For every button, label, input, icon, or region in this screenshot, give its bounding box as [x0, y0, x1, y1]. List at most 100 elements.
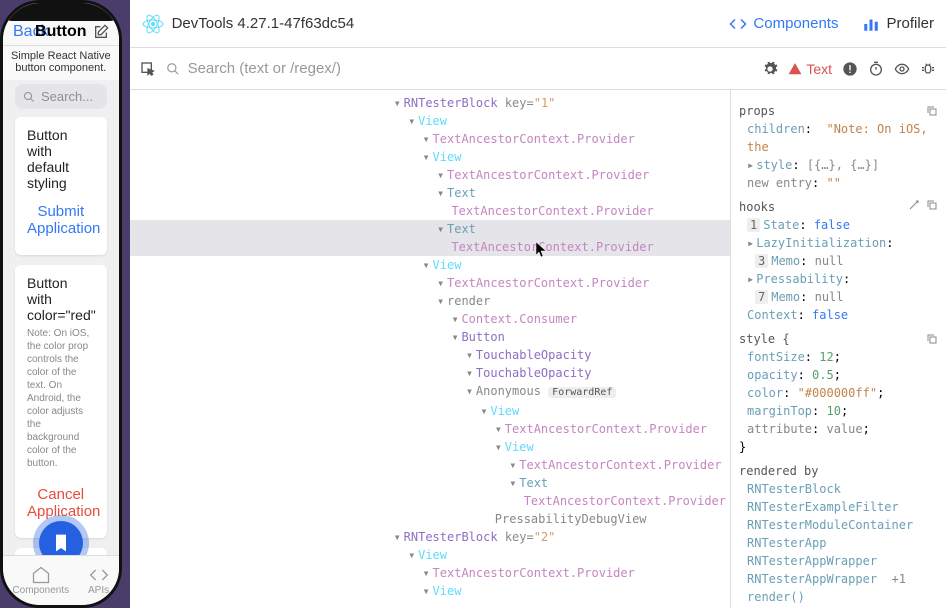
- components-icon: [729, 15, 747, 33]
- card-title: Button with color="red": [27, 275, 95, 323]
- devtools-title: DevTools 4.27.1-47f63dc54: [172, 15, 722, 32]
- phone-simulator: Back Button Simple React Native button c…: [0, 0, 122, 608]
- edit-icon[interactable]: [93, 24, 109, 40]
- bug-icon[interactable]: [920, 61, 936, 77]
- tab-label: Components: [12, 585, 69, 596]
- hook-row: ▸Pressability:: [739, 270, 938, 288]
- hook-row: 7Memo: null: [739, 288, 938, 306]
- tree-node[interactable]: ▾TextAncestorContext.Provider: [130, 564, 730, 582]
- tree-node[interactable]: PressabilityDebugView: [130, 510, 730, 528]
- card-red: Button with color="red" Note: On iOS, th…: [15, 265, 107, 538]
- rendered-item[interactable]: RNTesterBlock: [739, 480, 938, 498]
- style-row: fontSize: 12;: [739, 348, 938, 366]
- profiler-icon: [862, 15, 880, 33]
- page-title: Button: [35, 23, 87, 41]
- copy-icon[interactable]: [926, 333, 938, 345]
- prop-row: new entry: "": [739, 174, 938, 192]
- hooks-header: hooks: [739, 198, 938, 216]
- tree-node[interactable]: ▾Button: [130, 328, 730, 346]
- hook-row: Context: false: [739, 306, 938, 324]
- tree-node[interactable]: ▾TextAncestorContext.Provider: [130, 274, 730, 292]
- tree-node[interactable]: ▾Anonymous ForwardRef: [130, 382, 730, 402]
- rendered-item[interactable]: RNTesterModuleContainer: [739, 516, 938, 534]
- panel-icons: [842, 61, 936, 77]
- tab-label: Profiler: [886, 15, 934, 32]
- tab-components[interactable]: Components: [12, 565, 69, 596]
- tree-node[interactable]: ▾RNTesterBlock key="1": [130, 94, 730, 112]
- tree-node[interactable]: ▾View: [130, 402, 730, 420]
- tree-node[interactable]: ▾Text: [130, 184, 730, 202]
- style-header: style {: [739, 330, 938, 348]
- phone-notch: [0, 3, 122, 21]
- warning-label: Text: [806, 61, 832, 77]
- component-tree[interactable]: ▾RNTesterBlock key="1" ▾View ▾TextAncest…: [130, 90, 730, 608]
- devtools-toolbar: Search (text or /regex/) Text: [130, 48, 946, 90]
- hook-row: 1State: false: [739, 216, 938, 234]
- rendered-item[interactable]: render(): [739, 588, 938, 606]
- tree-node[interactable]: ▾RNTesterBlock key="2": [130, 528, 730, 546]
- eye-icon[interactable]: [894, 61, 910, 77]
- wand-icon[interactable]: [908, 199, 920, 211]
- error-icon[interactable]: [842, 61, 858, 77]
- prop-row: ▸style: [{…}, {…}]: [739, 156, 938, 174]
- tab-components[interactable]: Components: [729, 15, 838, 33]
- hook-row: ▸LazyInitialization:: [739, 234, 938, 252]
- tree-node[interactable]: ▾TextAncestorContext.Provider: [130, 166, 730, 184]
- tree-node[interactable]: ▾TouchableOpacity: [130, 346, 730, 364]
- card-title: Button with default styling: [27, 127, 95, 191]
- tree-node[interactable]: ▾Text: [130, 474, 730, 492]
- devtools-search[interactable]: Search (text or /regex/): [166, 60, 753, 77]
- prop-row: children: "Note: On iOS, the: [739, 120, 938, 156]
- card-note: Note: On iOS, the color prop controls th…: [27, 327, 95, 470]
- tree-node[interactable]: ▾View: [130, 112, 730, 130]
- search-icon: [23, 91, 35, 103]
- tree-node[interactable]: TextAncestorContext.Provider: [130, 202, 730, 220]
- copy-icon[interactable]: [926, 199, 938, 211]
- warning-badge[interactable]: Text: [788, 61, 832, 77]
- copy-icon[interactable]: [926, 105, 938, 117]
- tree-node[interactable]: TextAncestorContext.Provider: [130, 492, 730, 510]
- rendered-item[interactable]: RNTesterAppWrapper: [739, 552, 938, 570]
- tab-profiler[interactable]: Profiler: [862, 15, 934, 33]
- tree-node[interactable]: TextAncestorContext.Provider: [130, 238, 730, 256]
- rendered-item[interactable]: RNTesterAppWrapper +1: [739, 570, 938, 588]
- page-subtitle: Simple React Native button component.: [3, 46, 119, 80]
- tree-node[interactable]: ▾View: [130, 256, 730, 274]
- tree-node[interactable]: ▾View: [130, 148, 730, 166]
- rendered-item[interactable]: RNTesterApp: [739, 534, 938, 552]
- timer-icon[interactable]: [868, 61, 884, 77]
- tree-node[interactable]: ▾TextAncestorContext.Provider: [130, 420, 730, 438]
- props-header: props: [739, 102, 938, 120]
- rendered-header: rendered by: [739, 462, 938, 480]
- tab-bar: Components APIs: [3, 555, 119, 605]
- tree-node[interactable]: ▾TouchableOpacity: [130, 364, 730, 382]
- submit-application-button[interactable]: Submit Application: [27, 195, 95, 245]
- tab-label: Components: [753, 15, 838, 32]
- style-close: }: [739, 438, 938, 456]
- warning-icon: [788, 62, 802, 76]
- search-input[interactable]: Search...: [15, 84, 107, 109]
- style-row: opacity: 0.5;: [739, 366, 938, 384]
- tree-node[interactable]: ▾Text: [130, 220, 730, 238]
- bookmark-icon: [51, 533, 71, 553]
- tab-apis[interactable]: APIs: [88, 565, 109, 596]
- gear-icon[interactable]: [762, 61, 778, 77]
- style-row: marginTop: 10;: [739, 402, 938, 420]
- inspect-icon[interactable]: [140, 61, 156, 77]
- tree-node[interactable]: ▾View: [130, 582, 730, 600]
- tree-node[interactable]: ▾TextAncestorContext.Provider: [130, 130, 730, 148]
- tree-node[interactable]: ▾TextAncestorContext.Provider: [130, 456, 730, 474]
- card-list: Button with default styling Submit Appli…: [3, 117, 119, 557]
- props-panel: props children: "Note: On iOS, the ▸styl…: [730, 90, 946, 608]
- home-icon: [31, 565, 51, 585]
- card-default: Button with default styling Submit Appli…: [15, 117, 107, 255]
- rendered-item[interactable]: RNTesterExampleFilter: [739, 498, 938, 516]
- tree-node[interactable]: ▾Context.Consumer: [130, 310, 730, 328]
- devtools-body: ▾RNTesterBlock key="1" ▾View ▾TextAncest…: [130, 90, 946, 608]
- tree-node[interactable]: ▾render: [130, 292, 730, 310]
- tree-node[interactable]: ▾View: [130, 438, 730, 456]
- style-row: attribute: value;: [739, 420, 938, 438]
- tree-node[interactable]: ▾View: [130, 546, 730, 564]
- devtools-tabs: Components Profiler: [729, 15, 934, 33]
- tab-label: APIs: [88, 585, 109, 596]
